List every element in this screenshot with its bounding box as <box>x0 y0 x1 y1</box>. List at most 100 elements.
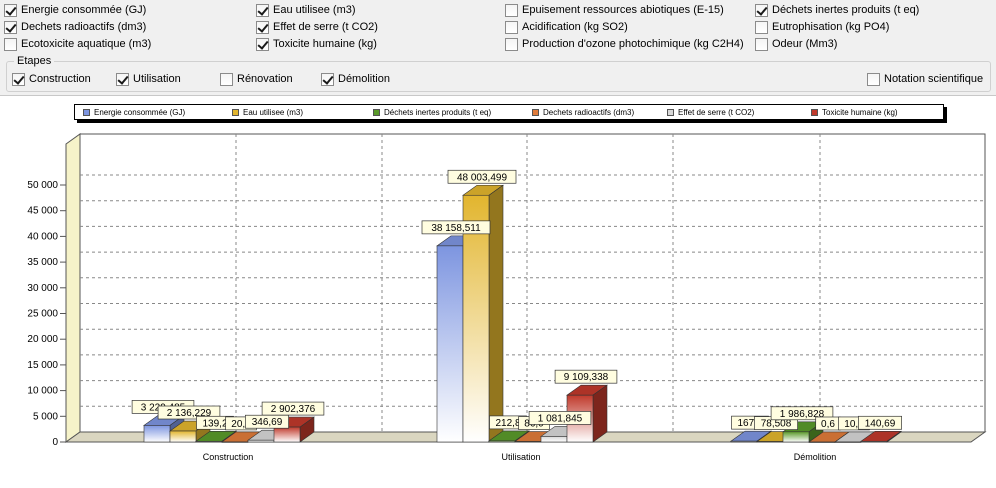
legend-item: Effet de serre (t CO2) <box>667 108 811 117</box>
bar-front <box>860 440 888 443</box>
data-label-text: 9 109,338 <box>564 372 609 383</box>
checkbox-label: Acidification (kg SO2) <box>522 21 628 33</box>
etapes-group <box>6 61 991 92</box>
checkbox-box[interactable] <box>755 20 768 34</box>
checkbox-renovation[interactable]: Rénovation <box>220 71 293 87</box>
data-label-text: 10,2 <box>844 419 864 430</box>
checkbox-label: Eau utilisee (m3) <box>273 4 356 16</box>
checkbox-box[interactable] <box>116 72 129 86</box>
data-label-box <box>421 220 491 235</box>
checkbox-ecotoxicite[interactable]: Ecotoxicite aquatique (m3) <box>4 36 151 52</box>
x-tick-label: Utilisation <box>501 452 540 462</box>
checkbox-acidification[interactable]: Acidification (kg SO2) <box>505 19 628 35</box>
legend-item: Eau utilisee (m3) <box>232 108 373 117</box>
checkbox-ozone[interactable]: Production d'ozone photochimique (kg C2H… <box>505 36 744 52</box>
checkbox-label: Rénovation <box>237 73 293 85</box>
checkbox-box[interactable] <box>4 20 17 34</box>
legend-swatch <box>532 108 539 116</box>
checkbox-eau[interactable]: Eau utilisee (m3) <box>256 2 356 18</box>
checkbox-box[interactable] <box>505 3 518 17</box>
data-label-text: 212,8 <box>495 418 520 429</box>
checkbox-demolition[interactable]: Démolition <box>321 71 390 87</box>
checkbox-label: Production d'ozone photochimique (kg C2H… <box>522 38 744 50</box>
plot-back-wall <box>79 133 986 433</box>
y-tick-label: 5 000 <box>33 411 58 422</box>
data-label-text: 2 902,376 <box>271 404 316 415</box>
y-tick-label: 40 000 <box>27 231 58 242</box>
checkbox-box[interactable] <box>755 37 768 51</box>
checkbox-box[interactable] <box>505 20 518 34</box>
bar-front <box>462 194 490 443</box>
checkbox-box[interactable] <box>4 3 17 17</box>
data-label-text: 1 986,828 <box>780 409 825 420</box>
data-label-text: 167,6 <box>737 418 762 429</box>
checkbox-label: Démolition <box>338 73 390 85</box>
data-label: 1 986,828 <box>770 406 834 421</box>
data-label-box <box>447 169 517 184</box>
etapes-title: Etapes <box>14 55 55 67</box>
checkbox-label: Ecotoxicite aquatique (m3) <box>21 38 152 50</box>
data-label-text: 346,69 <box>252 417 283 428</box>
checkbox-label: Energie consommée (GJ) <box>21 4 147 16</box>
y-tick-label: 10 000 <box>27 386 58 397</box>
legend-item: Déchets inertes produits (t eq) <box>373 108 532 117</box>
checkbox-dechets-inertes[interactable]: Déchets inertes produits (t eq) <box>755 2 919 18</box>
checkbox-box[interactable] <box>256 20 269 34</box>
data-label: 0,6 <box>815 416 841 431</box>
checkbox-epuisement[interactable]: Epuisement ressources abiotiques (E-15) <box>505 2 724 18</box>
y-tick-label: 50 000 <box>27 180 58 191</box>
checkbox-label: Notation scientifique <box>884 73 984 85</box>
bar-front <box>436 245 464 443</box>
data-label-text: 20,0 <box>231 419 251 430</box>
bar-front <box>808 441 836 443</box>
x-tick-label: Démolition <box>794 452 837 462</box>
checkbox-construction[interactable]: Construction <box>12 71 91 87</box>
data-label-text: 2 136,229 <box>167 408 212 419</box>
legend-label: Dechets radioactifs (dm3) <box>543 107 635 117</box>
checkbox-box[interactable] <box>256 3 269 17</box>
checkbox-box[interactable] <box>12 72 25 86</box>
bar-front <box>169 430 197 443</box>
checkbox-label: Dechets radioactifs (dm3) <box>21 21 147 33</box>
bar-front <box>834 441 862 443</box>
checkbox-radioactifs[interactable]: Dechets radioactifs (dm3) <box>4 19 146 35</box>
data-label-text: 139,2 <box>202 418 227 429</box>
checkbox-eutrophisation[interactable]: Eutrophisation (kg PO4) <box>755 19 889 35</box>
bar-front <box>247 439 275 443</box>
bar <box>860 430 902 443</box>
chart-legend: Energie consommée (GJ) Eau utilisee (m3) D… <box>74 104 944 120</box>
legend-label: Déchets inertes produits (t eq) <box>384 107 492 117</box>
data-label-box <box>528 411 592 425</box>
checkbox-notation-scientifique[interactable]: Notation scientifique <box>867 71 983 87</box>
bar <box>462 184 504 443</box>
checkbox-toxicite[interactable]: Toxicite humaine (kg) <box>256 36 377 52</box>
checkbox-box[interactable] <box>321 72 334 86</box>
legend-item: Energie consommée (GJ) <box>83 108 232 117</box>
bar-side <box>488 184 504 443</box>
bar-front <box>273 426 301 443</box>
checkbox-effet-serre[interactable]: Effet de serre (t CO2) <box>256 19 378 35</box>
checkbox-box[interactable] <box>4 37 17 51</box>
data-label: 2 136,229 <box>157 405 221 420</box>
filter-panel: Energie consommée (GJ) Eau utilisee (m3)… <box>0 0 996 96</box>
bar-front <box>221 441 249 443</box>
checkbox-box[interactable] <box>755 3 768 17</box>
checkbox-utilisation[interactable]: Utilisation <box>116 71 181 87</box>
legend-swatch <box>811 108 818 116</box>
checkbox-label: Toxicite humaine (kg) <box>273 38 377 50</box>
checkbox-box[interactable] <box>256 37 269 51</box>
checkbox-box[interactable] <box>867 72 880 86</box>
checkbox-box[interactable] <box>220 72 233 86</box>
checkbox-odeur[interactable]: Odeur (Mm3) <box>755 36 837 52</box>
data-label: 1 081,845 <box>528 411 592 425</box>
data-label-box <box>770 406 834 421</box>
checkbox-box[interactable] <box>505 37 518 51</box>
data-label: 38 158,511 <box>421 220 491 235</box>
y-tick-label: 45 000 <box>27 206 58 217</box>
legend-swatch <box>373 108 380 116</box>
data-label-text: 38 158,511 <box>431 223 481 234</box>
legend-swatch <box>83 108 90 116</box>
data-label-box <box>157 405 221 420</box>
data-label: 48 003,499 <box>447 169 517 184</box>
checkbox-energie[interactable]: Energie consommée (GJ) <box>4 2 146 18</box>
